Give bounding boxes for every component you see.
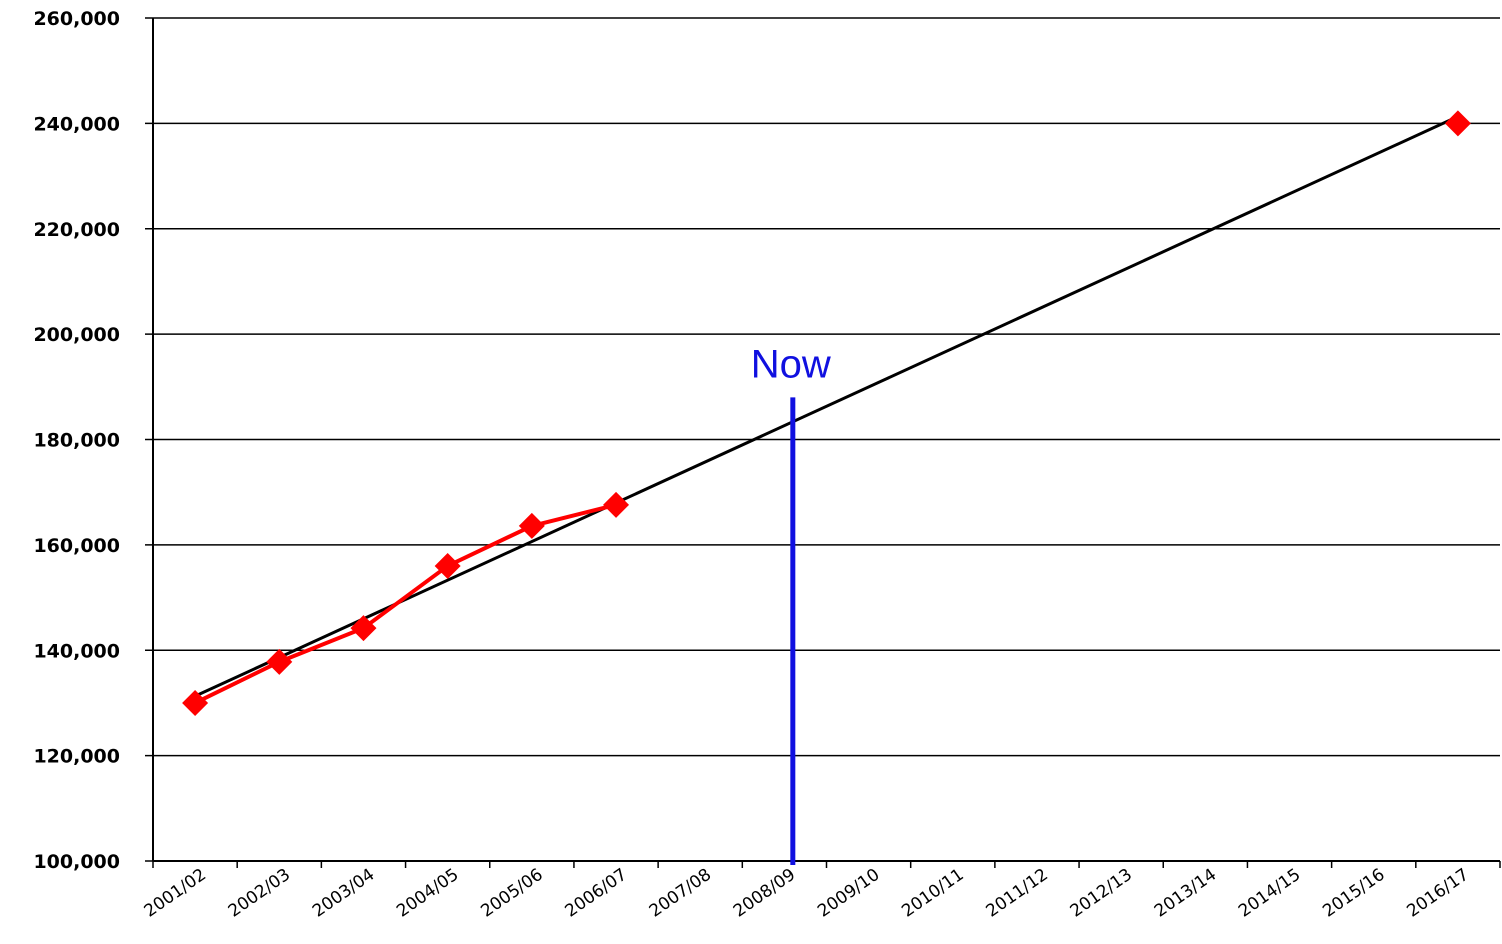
x-tick-label: 2008/09 xyxy=(730,865,799,922)
gridlines xyxy=(153,17,1500,757)
x-tick-label: 2001/02 xyxy=(141,865,210,922)
x-tick-label: 2004/05 xyxy=(393,865,462,922)
trendline xyxy=(194,115,1459,698)
y-tick-label: 180,000 xyxy=(33,430,120,452)
annotation-layer: Now xyxy=(751,342,831,865)
now-label: Now xyxy=(751,342,831,386)
x-tick-label: 2007/08 xyxy=(646,865,715,922)
y-tick-label: 200,000 xyxy=(33,324,120,346)
x-tick-label: 2010/11 xyxy=(898,865,967,922)
y-tick-label: 100,000 xyxy=(33,851,120,873)
x-tick-label: 2006/07 xyxy=(562,865,631,922)
y-tick-label: 260,000 xyxy=(33,8,120,30)
data-point xyxy=(266,648,293,675)
data-point xyxy=(1444,110,1471,137)
series-line xyxy=(194,502,617,705)
data-point xyxy=(350,615,377,642)
data-point xyxy=(434,552,461,579)
x-tick-label: 2011/12 xyxy=(983,865,1052,922)
x-axis: 2001/02 2002/03 2003/04 2004/05 2005/06 2006/… xyxy=(141,860,1501,922)
x-tick-label: 2002/03 xyxy=(225,865,294,922)
x-tick-label: 2016/17 xyxy=(1403,865,1472,922)
y-tick-label: 240,000 xyxy=(33,113,120,135)
x-tick-label: 2012/13 xyxy=(1067,865,1136,922)
data-point xyxy=(182,689,209,716)
x-tick-label: 2013/14 xyxy=(1151,865,1220,922)
x-tick-label: 2015/16 xyxy=(1319,865,1388,922)
x-tick-label: 2003/04 xyxy=(309,865,378,922)
series-layer xyxy=(182,110,1471,716)
x-tick-label: 2005/06 xyxy=(477,865,546,922)
y-tick-label: 120,000 xyxy=(33,746,120,768)
trendline-layer xyxy=(194,115,1459,698)
y-tick-label: 220,000 xyxy=(33,219,120,241)
data-point xyxy=(518,512,545,539)
y-tick-label: 140,000 xyxy=(33,640,120,662)
y-axis: 100,000 120,000 140,000 160,000 180,000 200,0… xyxy=(33,8,154,873)
y-tick-label: 160,000 xyxy=(33,535,120,557)
x-tick-label: 2014/15 xyxy=(1235,865,1304,922)
data-point xyxy=(603,491,630,518)
x-tick-label: 2009/10 xyxy=(814,865,883,922)
